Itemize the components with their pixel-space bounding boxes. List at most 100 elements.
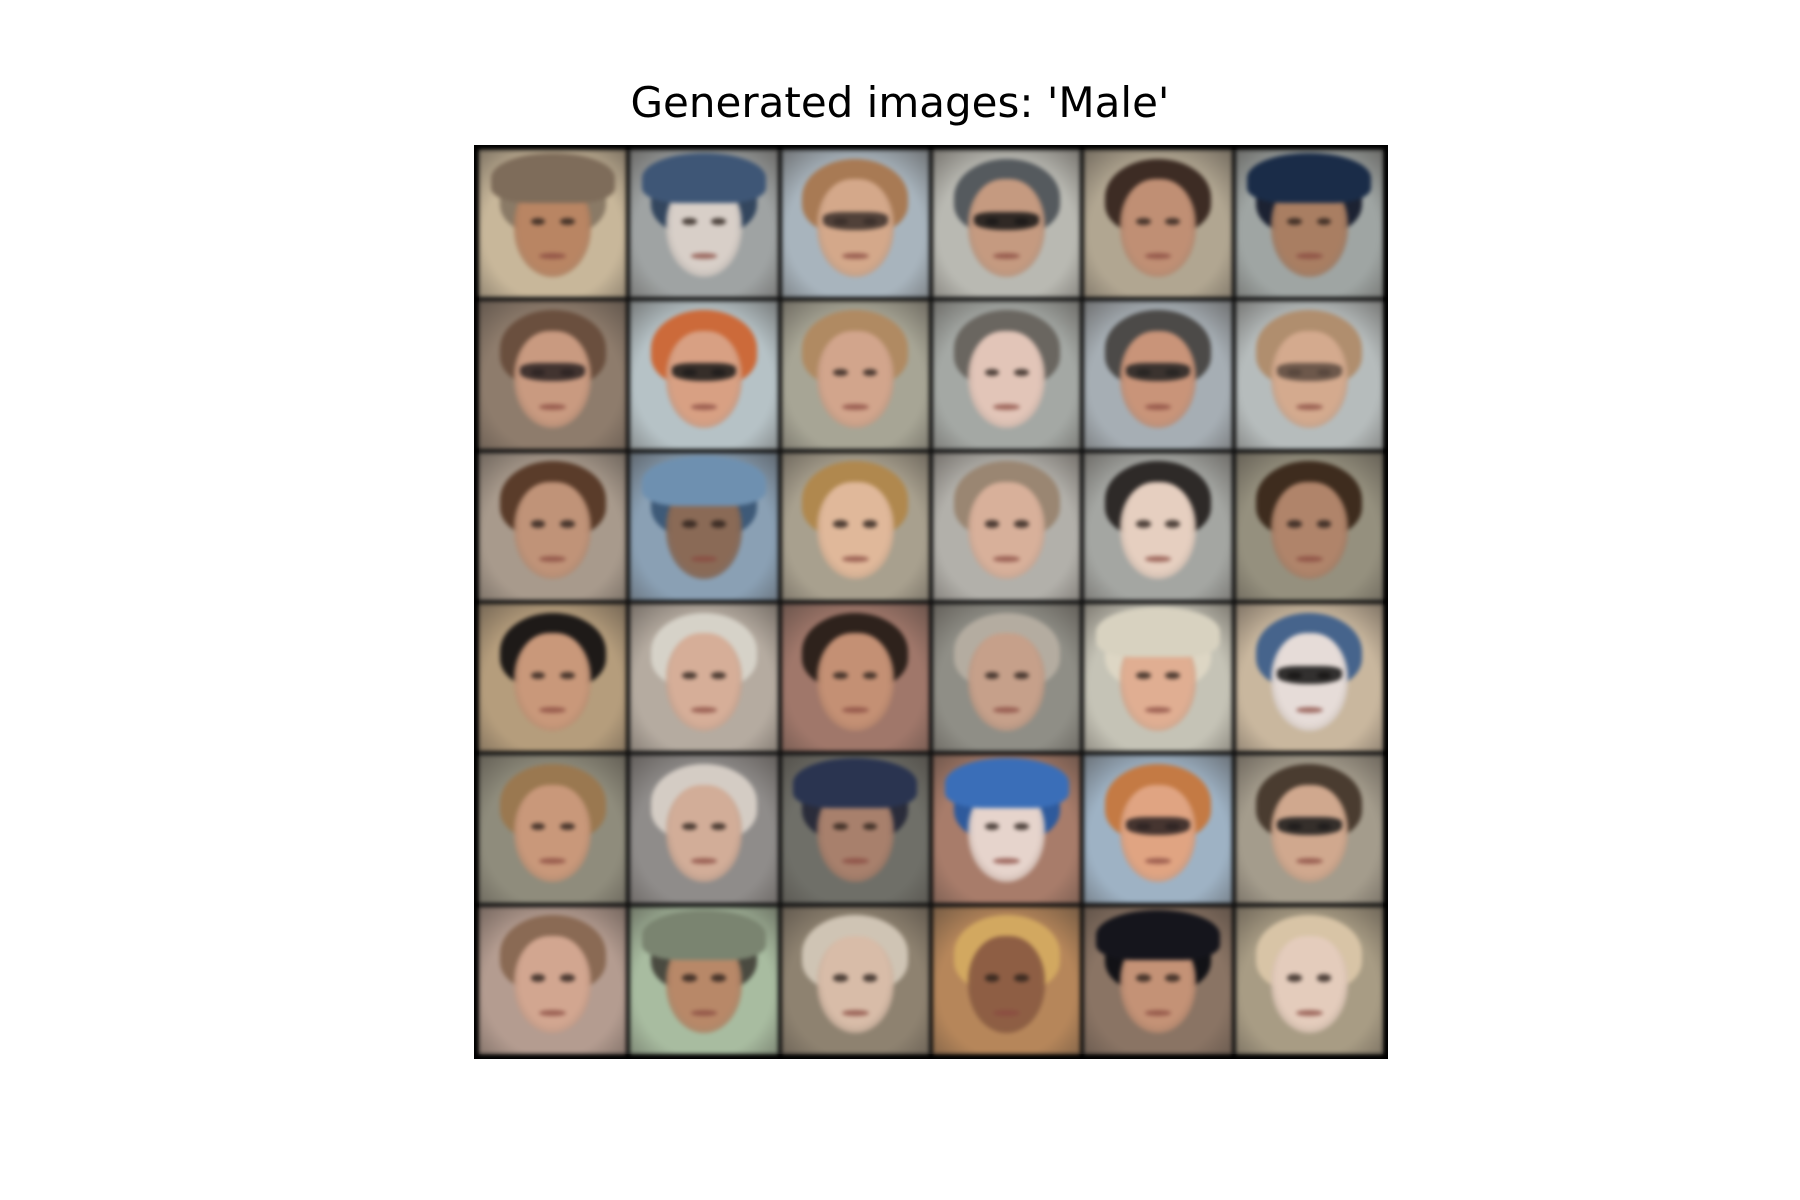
right-eye [862, 369, 878, 377]
face-region [968, 633, 1045, 731]
mouth [993, 858, 1020, 865]
generated-face-image [1235, 301, 1383, 449]
hat-region [642, 152, 766, 204]
mouth [690, 253, 718, 260]
glasses-region [822, 211, 888, 230]
right-eye [560, 520, 575, 528]
generated-face-image [630, 301, 778, 449]
generated-face-image [781, 755, 929, 903]
generated-face-image [781, 452, 929, 600]
mouth [1296, 555, 1323, 562]
glasses-region [1276, 817, 1342, 835]
generated-face-image [932, 906, 1081, 1054]
right-eye [1165, 671, 1181, 680]
left-eye [1135, 671, 1151, 680]
left-eye [530, 217, 546, 226]
generated-face-image [781, 906, 929, 1054]
generated-face-image [781, 603, 929, 752]
right-eye [711, 217, 727, 226]
face-region [1119, 179, 1197, 277]
left-eye [984, 823, 1000, 831]
mouth [539, 555, 566, 562]
right-eye [1165, 520, 1181, 528]
generated-face-image [1084, 603, 1232, 752]
right-eye [1316, 217, 1332, 226]
hat-region [1096, 909, 1220, 960]
face-region [817, 633, 894, 731]
generated-face-image [1235, 150, 1383, 298]
right-eye [1165, 217, 1181, 226]
right-eye [862, 520, 878, 528]
left-eye [833, 823, 848, 831]
mouth [1144, 1009, 1172, 1016]
left-eye [530, 671, 546, 680]
left-eye [984, 671, 1000, 680]
right-eye [1014, 974, 1029, 982]
face-region [817, 482, 894, 580]
face-region [968, 482, 1045, 580]
right-eye [711, 520, 727, 528]
mouth [1296, 404, 1323, 411]
generated-face-image [781, 301, 929, 449]
left-eye [833, 369, 848, 377]
right-eye [560, 217, 575, 226]
mouth [539, 858, 566, 865]
mouth [690, 858, 718, 865]
generated-face-image [1235, 452, 1383, 600]
generated-face-image [630, 755, 778, 903]
mouth [539, 253, 566, 260]
mouth [842, 253, 869, 260]
left-eye [833, 520, 848, 528]
mouth [539, 404, 566, 411]
mouth [993, 404, 1020, 411]
generated-face-image [932, 301, 1081, 449]
mouth [1144, 555, 1172, 562]
face-region [514, 784, 591, 883]
mouth [690, 707, 718, 714]
right-eye [560, 671, 575, 680]
glasses-region [974, 211, 1040, 230]
right-eye [1014, 671, 1029, 680]
face-region [817, 936, 894, 1034]
generated-face-image [1235, 603, 1383, 752]
generated-face-image [630, 906, 778, 1054]
mouth [1296, 1009, 1323, 1016]
mouth [539, 1009, 566, 1016]
figure-title: Generated images: 'Male' [630, 78, 1170, 127]
mouth [690, 1009, 718, 1016]
left-eye [833, 974, 848, 982]
left-eye [984, 520, 1000, 528]
mouth [993, 555, 1020, 562]
right-eye [711, 671, 727, 680]
glasses-region [1276, 665, 1342, 684]
hat-region [490, 152, 615, 204]
face-region [817, 330, 894, 429]
right-eye [1316, 974, 1332, 982]
left-eye [1287, 217, 1302, 226]
face-region [968, 936, 1045, 1034]
left-eye [1287, 974, 1302, 982]
generated-face-image [1235, 755, 1383, 903]
mouth [842, 707, 869, 714]
left-eye [1287, 520, 1302, 528]
left-eye [681, 823, 697, 831]
hat-region [1247, 152, 1372, 204]
face-region [514, 482, 591, 580]
hat-region [793, 758, 918, 809]
face-region [665, 784, 743, 883]
mouth [690, 555, 718, 562]
left-eye [1135, 974, 1151, 982]
mouth [842, 555, 869, 562]
generated-face-image [479, 906, 627, 1054]
face-region [514, 633, 591, 731]
left-eye [681, 520, 697, 528]
hat-region [1096, 606, 1220, 658]
mouth [1296, 253, 1323, 260]
mouth [842, 858, 869, 865]
left-eye [1135, 217, 1151, 226]
left-eye [530, 823, 546, 831]
generated-face-image [479, 452, 627, 600]
left-eye [681, 671, 697, 680]
glasses-region [1276, 363, 1342, 381]
mouth [1144, 858, 1172, 865]
